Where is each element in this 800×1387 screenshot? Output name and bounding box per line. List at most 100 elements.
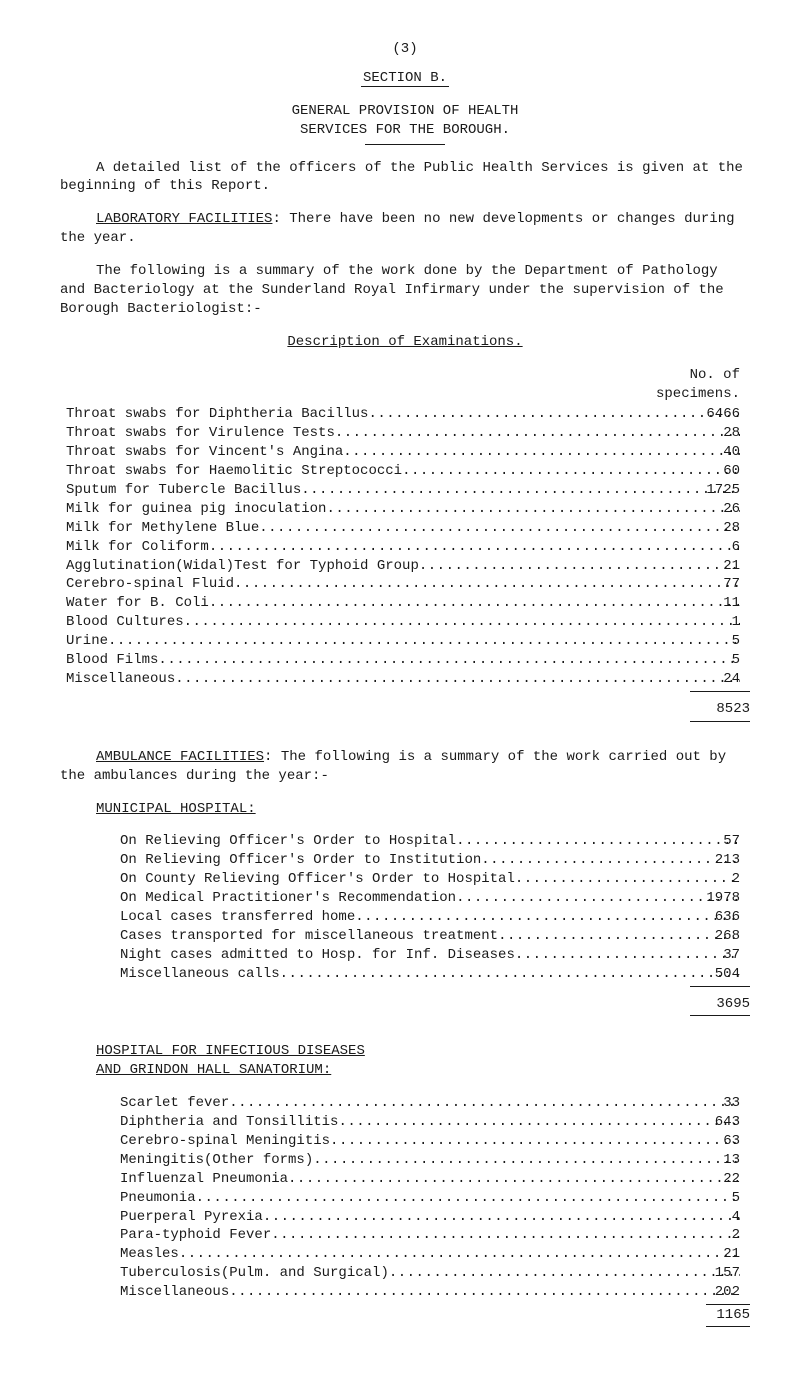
list-item-value: 2 (696, 870, 740, 889)
list-item-value: 202 (696, 1283, 740, 1302)
section-title-text: SECTION B. (361, 70, 449, 87)
list-item-value: 21 (696, 557, 740, 576)
ambulance-heading: AMBULANCE FACILITIES (96, 749, 264, 765)
list-item-label: Pneumonia (120, 1190, 196, 1206)
list-item-value: 37 (696, 946, 740, 965)
list-item-label: Night cases admitted to Hosp. for Inf. D… (120, 947, 515, 963)
list-item-value: 28 (696, 519, 740, 538)
list-item-label: Meningitis(Other forms) (120, 1152, 313, 1168)
list-item-value: 24 (696, 670, 740, 689)
list-item-label: Cases transported for miscellaneous trea… (120, 928, 498, 944)
list-item-label: Cerebro-spinal Meningitis (120, 1133, 330, 1149)
list-item: 21 Agglutination(Widal)Test for Typhoid G… (66, 557, 740, 576)
list-item-label: Urine (66, 633, 108, 649)
list-item-value: 157 (696, 1264, 740, 1283)
specimens-header-2: specimens. (60, 385, 740, 404)
main-heading-1: GENERAL PROVISION OF HEALTH (60, 102, 750, 121)
list-item: 63 Cerebro-spinal Meningitis (120, 1132, 740, 1151)
list-item-value: 268 (696, 927, 740, 946)
list-item: 2 Para-typhoid Fever (120, 1226, 740, 1245)
list-item: 157 Tuberculosis(Pulm. and Surgical) (120, 1264, 740, 1283)
ambulance-paragraph: AMBULANCE FACILITIES: The following is a… (60, 748, 750, 786)
list-item-label: Miscellaneous calls (120, 966, 280, 982)
list-item: 28 Throat swabs for Virulence Tests (66, 424, 740, 443)
specimens-header-1: No. of (60, 366, 740, 385)
hospital-heading: HOSPITAL FOR INFECTIOUS DISEASES AND GRI… (96, 1042, 750, 1080)
list-item-label: Throat swabs for Haemolitic Streptococci (66, 463, 402, 479)
exam-rule-2 (690, 721, 750, 722)
list-item-value: 2 (696, 1226, 740, 1245)
muni-total: 3695 (706, 995, 750, 1014)
list-item-label: Miscellaneous (120, 1284, 229, 1300)
list-item: 11Water for B. Coli (66, 594, 740, 613)
list-item: 202 Miscellaneous (120, 1283, 740, 1302)
list-item-value: 11 (696, 594, 740, 613)
list-item: 40Throat swabs for Vincent's Angina (66, 443, 740, 462)
lab-paragraph: LABORATORY FACILITIES: There have been n… (60, 210, 750, 248)
list-item-value: 1725 (696, 481, 740, 500)
list-item-label: Milk for Methylene Blue (66, 520, 259, 536)
list-item: 213On Relieving Officer's Order to Insti… (120, 851, 740, 870)
list-item-value: 33 (696, 1094, 740, 1113)
list-item: 21 Measles (120, 1245, 740, 1264)
list-item-value: 504 (696, 965, 740, 984)
list-item: 1978 On Medical Practitioner's Recommenda… (120, 889, 740, 908)
exam-total: 8523 (706, 700, 750, 719)
list-item: 1725Sputum for Tubercle Bacillus (66, 481, 740, 500)
list-item-value: 5 (696, 651, 740, 670)
list-item-label: Para-typhoid Fever (120, 1227, 271, 1243)
list-item: 6466Throat swabs for Diphtheria Bacillus (66, 405, 740, 424)
hospital-heading-1: HOSPITAL FOR INFECTIOUS DISEASES (96, 1043, 365, 1059)
list-item-label: Tuberculosis(Pulm. and Surgical) (120, 1265, 389, 1281)
list-item-value: 6466 (696, 405, 740, 424)
list-item-value: 6 (696, 538, 740, 557)
main-heading-2: SERVICES FOR THE BOROUGH. (60, 121, 750, 140)
hospital-list: 33Scarlet fever643 Diphtheria and Tonsill… (120, 1094, 740, 1302)
list-item: 636Local cases transferred home (120, 908, 740, 927)
list-item-value: 643 (696, 1113, 740, 1132)
list-item-value: 21 (696, 1245, 740, 1264)
list-item: 5Pneumonia (120, 1189, 740, 1208)
list-item-value: 1 (696, 613, 740, 632)
list-item: 2On County Relieving Officer's Order to … (120, 870, 740, 889)
list-item-label: On Medical Practitioner's Recommendation (120, 890, 456, 906)
list-item: 57 On Relieving Officer's Order to Hospit… (120, 832, 740, 851)
list-item-value: 13 (696, 1151, 740, 1170)
description-heading-text: Description of Examinations. (287, 334, 522, 350)
list-item-label: Blood Films (66, 652, 158, 668)
list-item-value: 57 (696, 832, 740, 851)
list-item-value: 213 (696, 851, 740, 870)
list-item-value: 63 (696, 1132, 740, 1151)
list-item: 33Scarlet fever (120, 1094, 740, 1113)
list-item: 22Influenzal Pneumonia (120, 1170, 740, 1189)
list-item-value: 1978 (696, 889, 740, 908)
municipal-heading: MUNICIPAL HOSPITAL: (96, 800, 750, 819)
list-item: 77Cerebro-spinal Fluid (66, 575, 740, 594)
pathology-paragraph: The following is a summary of the work d… (60, 262, 750, 319)
list-item-label: Miscellaneous (66, 671, 175, 687)
muni-rule (690, 986, 750, 987)
description-heading: Description of Examinations. (60, 333, 750, 352)
list-item-label: Puerperal Pyrexia (120, 1209, 263, 1225)
list-item-label: Diphtheria and Tonsillitis (120, 1114, 338, 1130)
list-item: 504 Miscellaneous calls (120, 965, 740, 984)
list-item: 5 Blood Films (66, 651, 740, 670)
list-item-label: Agglutination(Widal)Test for Typhoid Gro… (66, 558, 419, 574)
list-item-value: 26 (696, 500, 740, 519)
list-item: 28 Milk for Methylene Blue (66, 519, 740, 538)
heading-rule (365, 144, 445, 145)
list-item-label: Influenzal Pneumonia (120, 1171, 288, 1187)
list-item-label: Measles (120, 1246, 179, 1262)
list-item-value: 77 (696, 575, 740, 594)
list-item: 60Throat swabs for Haemolitic Streptococ… (66, 462, 740, 481)
list-item-value: 5 (696, 632, 740, 651)
list-item: 26Milk for guinea pig inoculation (66, 500, 740, 519)
list-item-label: On Relieving Officer's Order to Hospital (120, 833, 456, 849)
list-item-value: 28 (696, 424, 740, 443)
list-item-label: Throat swabs for Virulence Tests (66, 425, 335, 441)
list-item: 6 Milk for Coliform (66, 538, 740, 557)
intro-paragraph: A detailed list of the officers of the P… (60, 159, 750, 197)
list-item-label: Milk for Coliform (66, 539, 209, 555)
municipal-list: 57 On Relieving Officer's Order to Hospit… (120, 832, 740, 983)
list-item-value: 636 (696, 908, 740, 927)
